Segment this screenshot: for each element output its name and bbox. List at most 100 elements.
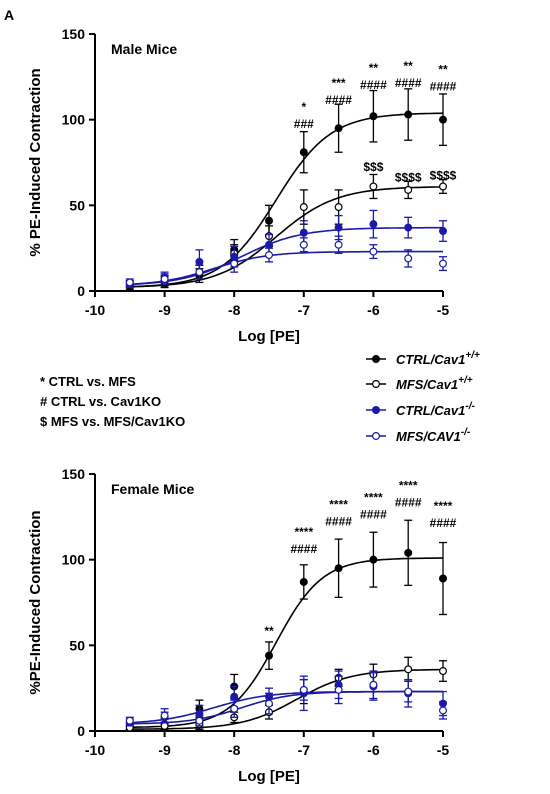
legend-label-base: CTRL/Cav1 [396, 352, 465, 367]
significance-mark: ### [294, 117, 314, 131]
significance-mark: ** [264, 624, 274, 638]
significance-mark: **** [364, 491, 383, 505]
data-point [404, 185, 413, 194]
y-tick-label: 50 [69, 637, 85, 653]
y-tick-label: 0 [77, 283, 85, 299]
data-point [369, 182, 378, 191]
legend-label-base: MFS/CAV1 [396, 429, 461, 444]
fit-curve [129, 557, 443, 729]
fit-curve [129, 250, 443, 286]
significance-mark: $$$$ [395, 170, 422, 184]
data-point [369, 680, 378, 689]
x-tick-label: -9 [158, 302, 171, 318]
key-note: * CTRL vs. MFS [40, 374, 136, 389]
legend-marker [372, 432, 381, 441]
data-point [369, 112, 378, 121]
significance-annotation: $$$$ [395, 170, 422, 184]
data-point [265, 216, 274, 225]
legend-item: CTRL/Cav1+/+ [366, 350, 480, 367]
significance-mark: *** [332, 76, 346, 90]
y-tick-label: 0 [77, 723, 85, 739]
y-axis-title: % PE-Induced Contraction [27, 68, 44, 256]
significance-annotation: ** #### [430, 63, 457, 94]
data-point [334, 240, 343, 249]
data-point [404, 110, 413, 119]
data-point [265, 251, 274, 260]
x-tick-label: -6 [367, 302, 380, 318]
data-point [439, 182, 448, 191]
legend-label: CTRL/Cav1+/+ [396, 350, 480, 367]
data-point [195, 716, 204, 725]
data-point [265, 651, 274, 660]
data-point [334, 223, 343, 232]
legend-item: MFS/Cav1+/+ [366, 375, 473, 392]
chart-title: Male Mice [111, 41, 177, 57]
data-point [439, 667, 448, 676]
data-point [160, 711, 169, 720]
significance-mark: #### [430, 516, 457, 530]
x-tick-label: -7 [298, 742, 311, 758]
legend-marker [372, 380, 381, 389]
data-point [369, 220, 378, 229]
legend-label-base: CTRL/Cav1 [396, 403, 465, 418]
legend-label: MFS/Cav1+/+ [396, 375, 473, 392]
x-tick-label: -8 [228, 742, 241, 758]
data-point [195, 268, 204, 277]
series-2 [125, 209, 448, 289]
data-point [404, 223, 413, 232]
significance-annotation: **** #### [360, 491, 387, 522]
significance-mark: **** [294, 525, 313, 539]
data-point [404, 687, 413, 696]
data-point [299, 685, 308, 694]
legend-label-superscript: +/+ [458, 375, 473, 386]
x-tick-label: -9 [158, 742, 171, 758]
legend-marker [372, 406, 381, 415]
significance-mark: #### [395, 76, 422, 90]
significance-annotation: **** #### [430, 499, 457, 530]
series-1 [125, 173, 448, 289]
panel-letter: A [4, 7, 14, 23]
x-axis-title: Log [PE] [238, 768, 300, 785]
data-point [125, 278, 134, 287]
data-point [195, 257, 204, 266]
data-point [404, 254, 413, 263]
legend-label-superscript: -/- [465, 401, 475, 412]
legend-label: CTRL/Cav1-/- [396, 401, 475, 418]
y-tick-label: 50 [69, 197, 85, 213]
series-0 [125, 519, 448, 730]
male-mice-chart: 0 50 100 150 -10 -9 -8 -7 -6 -5 Log [PE] % PE-Induc… [27, 26, 457, 345]
significance-mark: * [301, 100, 306, 114]
data-point [230, 704, 239, 713]
data-point [439, 227, 448, 236]
legend: CTRL/Cav1+/+MFS/Cav1+/+CTRL/Cav1-/-MFS/C… [366, 350, 480, 444]
significance-mark: $$$$ [430, 169, 457, 183]
significance-annotation: **** #### [395, 479, 422, 510]
data-point [160, 275, 169, 284]
y-tick-label: 150 [62, 466, 86, 482]
data-point [265, 699, 274, 708]
legend-item: MFS/CAV1-/- [366, 427, 471, 444]
data-point [334, 124, 343, 133]
x-tick-label: -5 [437, 302, 450, 318]
legend-item: CTRL/Cav1-/- [366, 401, 475, 418]
significance-annotation: $$$$ [430, 169, 457, 183]
significance-mark: **** [434, 499, 453, 513]
significance-mark: ** [404, 59, 414, 73]
data-point [299, 148, 308, 157]
legend-label-base: MFS/Cav1 [396, 377, 458, 392]
y-tick-label: 100 [62, 552, 86, 568]
chart-title: Female Mice [111, 481, 194, 497]
fit-curve [129, 226, 443, 286]
data-point [299, 240, 308, 249]
fit-curve [129, 186, 443, 288]
significance-mark: #### [360, 508, 387, 522]
significance-mark: ** [438, 63, 448, 77]
significance-annotation: ** #### [395, 59, 422, 90]
x-tick-label: -6 [367, 742, 380, 758]
y-axis-title: %PE-Induced Contraction [27, 510, 44, 694]
x-tick-label: -8 [228, 302, 241, 318]
data-point [334, 203, 343, 212]
legend-marker [372, 355, 381, 364]
data-point [299, 577, 308, 586]
